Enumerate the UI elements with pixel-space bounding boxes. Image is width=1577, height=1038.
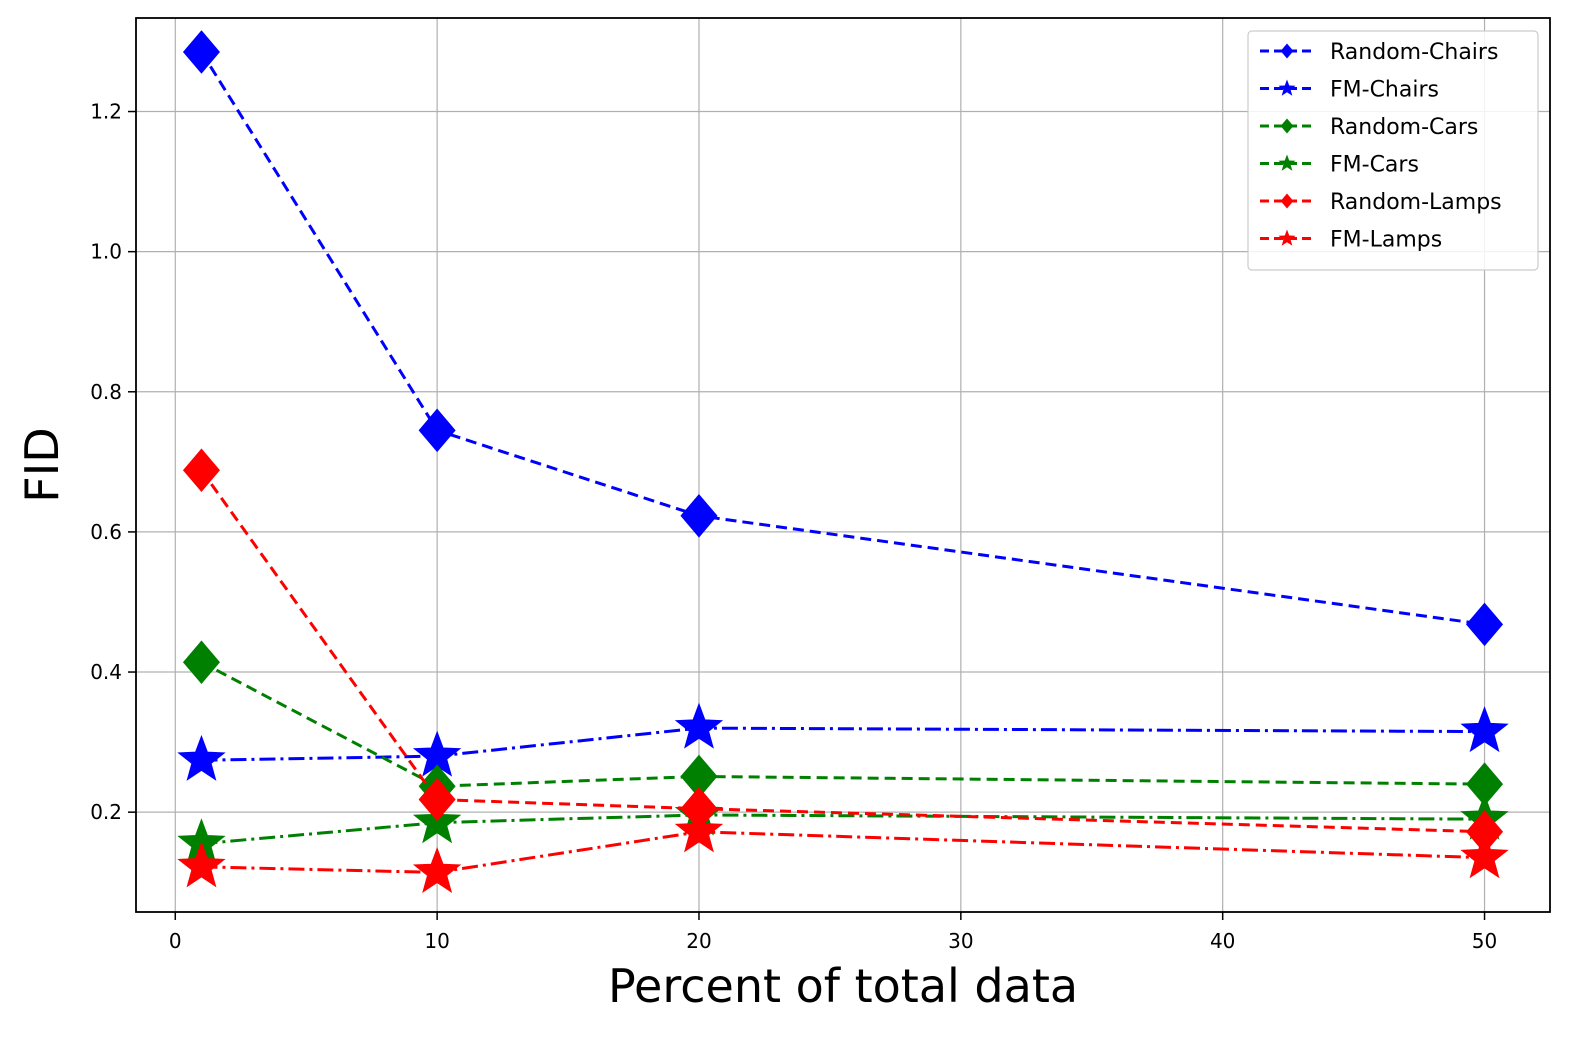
data-point-fm-lamps bbox=[674, 806, 724, 853]
series-random-chairs bbox=[182, 30, 1504, 647]
y-tick-label: 0.4 bbox=[90, 660, 122, 684]
series-line-random-lamps bbox=[200, 469, 1485, 834]
legend-label: Random-Lamps bbox=[1330, 190, 1502, 215]
legend-item-fm-chairs: FM-Chairs bbox=[1260, 78, 1439, 103]
legend-label: Random-Cars bbox=[1330, 115, 1478, 140]
series-fm-chairs bbox=[177, 702, 1509, 781]
series-line-fm-lamps bbox=[201, 830, 1485, 874]
series-line-fm-chairs bbox=[201, 726, 1485, 762]
legend-label: FM-Cars bbox=[1330, 153, 1419, 178]
series-line-fm-cars bbox=[201, 813, 1485, 846]
legend-diamond-marker bbox=[1280, 43, 1294, 59]
data-point-fm-lamps bbox=[412, 846, 462, 893]
legend-label: FM-Lamps bbox=[1330, 228, 1442, 253]
data-point-random-chairs bbox=[418, 408, 456, 453]
legend-star-marker bbox=[1278, 79, 1296, 96]
y-tick-label: 1.0 bbox=[90, 240, 122, 264]
series-random-cars bbox=[182, 640, 1504, 809]
x-tick-label: 40 bbox=[1210, 929, 1235, 953]
y-tick-label: 1.2 bbox=[90, 100, 122, 124]
data-point-random-chairs bbox=[680, 494, 718, 538]
data-point-random-cars bbox=[182, 640, 220, 684]
y-tick-label: 0.8 bbox=[90, 380, 122, 404]
legend-star-marker bbox=[1278, 154, 1296, 171]
data-point-fm-chairs bbox=[1460, 706, 1509, 753]
y-tick-label: 0.6 bbox=[90, 520, 122, 544]
series-layer bbox=[177, 30, 1509, 893]
legend-diamond-marker bbox=[1280, 193, 1294, 209]
series-line-random-chairs bbox=[200, 51, 1485, 626]
ticks: 0 10 20 30 40 50 0.2 0.4 0.6 0.8 1.0 1.2 bbox=[90, 100, 1497, 953]
legend-label: Random-Chairs bbox=[1330, 40, 1498, 65]
legend-star-marker bbox=[1278, 229, 1296, 246]
data-point-random-lamps bbox=[418, 777, 456, 822]
x-tick-label: 0 bbox=[169, 929, 182, 953]
legend-item-fm-cars: FM-Cars bbox=[1260, 153, 1419, 178]
plot-frame bbox=[135, 17, 1551, 913]
data-point-random-lamps bbox=[182, 448, 220, 493]
x-tick-label: 30 bbox=[948, 929, 973, 953]
x-tick-label: 10 bbox=[424, 929, 449, 953]
y-tick-label: 0.2 bbox=[90, 800, 122, 824]
legend-item-random-chairs: Random-Chairs bbox=[1260, 40, 1498, 65]
series-random-lamps bbox=[182, 448, 1504, 854]
data-point-random-chairs bbox=[1466, 602, 1504, 647]
legend-label: FM-Chairs bbox=[1330, 78, 1439, 103]
x-tick-label: 50 bbox=[1472, 929, 1497, 953]
legend-item-random-lamps: Random-Lamps bbox=[1260, 190, 1502, 215]
data-point-fm-lamps bbox=[177, 841, 226, 888]
x-tick-label: 20 bbox=[686, 929, 711, 953]
x-axis-label: Percent of total data bbox=[608, 959, 1078, 1013]
data-point-fm-chairs bbox=[177, 734, 226, 781]
y-axis-label: FID bbox=[15, 427, 69, 502]
data-point-random-chairs bbox=[182, 30, 220, 74]
legend-diamond-marker bbox=[1280, 118, 1294, 134]
legend-item-random-cars: Random-Cars bbox=[1260, 115, 1478, 140]
series-line-random-cars bbox=[200, 660, 1485, 788]
data-point-fm-chairs bbox=[674, 702, 724, 749]
legend-item-fm-lamps: FM-Lamps bbox=[1260, 228, 1442, 253]
legend-box bbox=[1247, 30, 1539, 271]
data-point-fm-lamps bbox=[1460, 832, 1509, 879]
series-fm-lamps bbox=[177, 806, 1509, 893]
legend: Random-Chairs FM-Chairs Random-Cars FM-Cars… bbox=[1247, 30, 1539, 271]
